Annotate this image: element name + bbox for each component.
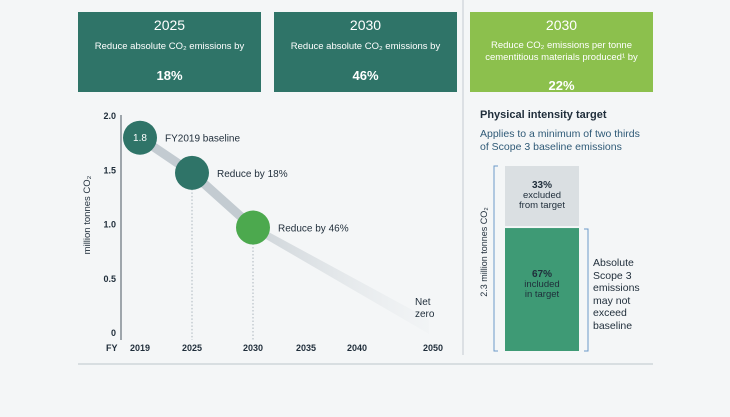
x-tick-label: 2019: [130, 343, 150, 353]
included-label: 67% included in target: [505, 270, 579, 300]
target-box-intensity-2030: 2030 Reduce CO₂ emissions per tonne ceme…: [470, 12, 653, 93]
intensity-subtitle: Applies to a minimum of two thirds of Sc…: [480, 128, 640, 154]
y-ticks: 2.0 1.5 1.0 0.5 0: [103, 111, 116, 338]
excluded-text-line2: from target: [519, 200, 565, 211]
side-note-line: baseline: [593, 319, 633, 332]
target-description-line1: Reduce CO₂ emissions per tonne: [491, 40, 632, 51]
intensity-subtitle-line1: Applies to a minimum of two thirds: [480, 128, 640, 140]
target-percent: 46%: [352, 68, 379, 83]
side-note-line: may not: [593, 294, 631, 307]
intensity-y-axis-label: 2.3 million tonnes CO₂: [479, 207, 489, 297]
net-zero-label-line2: zero: [415, 309, 435, 320]
data-point: [123, 120, 157, 155]
x-tick-label: 2050: [423, 343, 443, 353]
excluded-text-line1: excluded: [522, 190, 562, 201]
side-note-line: emissions: [593, 282, 640, 294]
side-note-line: exceed: [593, 307, 627, 319]
y-tick-label: 0: [111, 328, 116, 338]
target-description: Reduce CO₂ emissions per tonne cementiti…: [474, 40, 649, 64]
guide-lines: [191, 188, 254, 340]
x-ticks: 2019 2025 2030 2035 2040 2050: [130, 343, 443, 353]
target-percent: 18%: [156, 68, 183, 83]
y-tick-label: 1.5: [103, 165, 116, 175]
data-points: 1.8 FY2019 baseline Reduce by 18% Reduce by…: [123, 120, 349, 245]
x-tick-label: 2030: [243, 343, 263, 353]
excluded-percent: 33%: [531, 180, 552, 191]
point-label: FY2019 baseline: [165, 134, 240, 145]
intensity-subtitle-line2: of Scope 3 baseline emissions: [480, 141, 622, 153]
included-text-line2: in target: [524, 289, 560, 300]
net-zero-cone: [253, 223, 429, 334]
target-year: 2025: [153, 17, 186, 33]
point-label: Reduce by 46%: [278, 224, 349, 235]
target-percent: 22%: [548, 78, 575, 93]
y-tick-label: 1.0: [103, 220, 116, 230]
intensity-side-note: Absolute Scope 3 emissions may not excee…: [593, 257, 640, 332]
right-bracket: [584, 228, 589, 352]
side-note-line: Scope 3: [593, 269, 632, 282]
excluded-label: 33% excluded from target: [505, 181, 579, 211]
included-text-line1: included: [524, 279, 560, 290]
point-label: Reduce by 18%: [217, 169, 288, 180]
target-description: Reduce absolute CO₂ emissions by: [94, 41, 245, 52]
target-year: 2030: [545, 17, 578, 33]
bar-included-segment: [505, 228, 579, 351]
point-value-label: 1.8: [133, 133, 147, 144]
x-axis-prefix: FY: [106, 343, 118, 353]
left-bracket: [493, 165, 498, 352]
y-tick-label: 2.0: [103, 111, 116, 121]
y-axis-label: million tonnes CO₂: [82, 175, 93, 254]
intensity-title: Physical intensity target: [480, 109, 607, 121]
target-year: 2030: [349, 17, 382, 33]
target-description: Reduce absolute CO₂ emissions by: [290, 41, 441, 52]
y-tick-label: 0.5: [103, 274, 116, 284]
net-zero-label-line1: Net: [415, 297, 431, 308]
x-tick-label: 2040: [347, 343, 367, 353]
side-note-line: Absolute: [593, 257, 634, 269]
target-box-2025: 2025 Reduce absolute CO₂ emissions by 18…: [78, 12, 261, 92]
x-tick-label: 2025: [182, 343, 202, 353]
target-box-2030: 2030 Reduce absolute CO₂ emissions by 46…: [274, 12, 457, 92]
included-percent: 67%: [531, 269, 552, 280]
bar-excluded-segment: [505, 166, 579, 227]
data-point: [175, 155, 209, 190]
data-point: [236, 210, 270, 245]
target-description-line2: cementitious materials produced¹ by: [485, 52, 638, 63]
x-tick-label: 2035: [296, 343, 316, 353]
